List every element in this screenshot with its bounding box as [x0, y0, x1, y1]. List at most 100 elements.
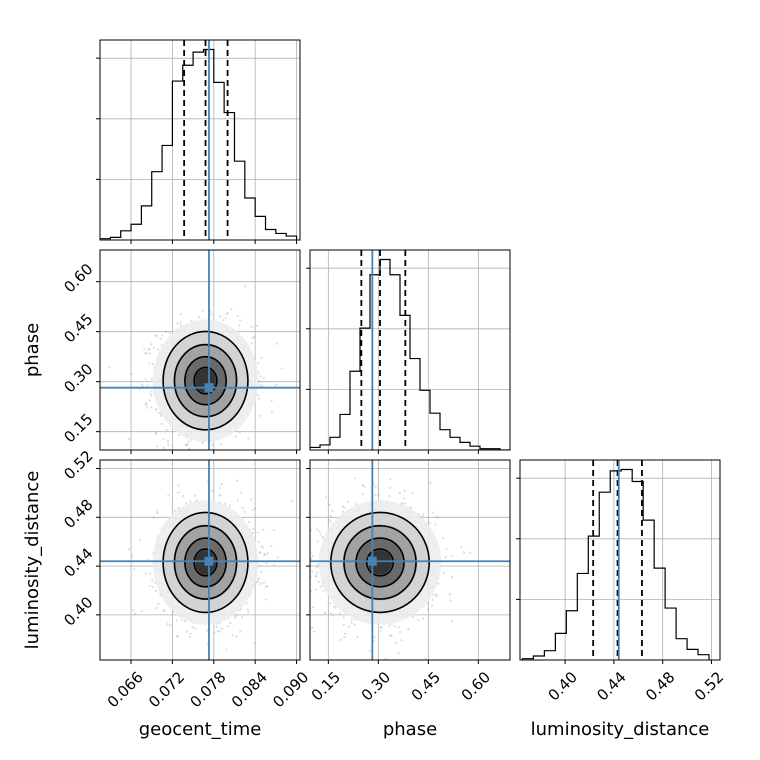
sample-point — [238, 324, 241, 327]
x-tick-label: 0.40 — [545, 668, 581, 704]
sample-point — [185, 443, 188, 446]
sample-point — [168, 624, 172, 627]
sample-point — [201, 442, 204, 445]
sample-point — [150, 406, 153, 409]
sample-point — [297, 526, 299, 528]
sample-point — [236, 499, 239, 502]
sample-point — [331, 509, 334, 512]
sample-point — [328, 503, 331, 506]
sample-point — [253, 335, 256, 339]
sample-point — [257, 371, 260, 374]
hist-bin — [224, 113, 234, 240]
sample-point — [258, 551, 261, 554]
sample-point — [343, 506, 346, 509]
sample-point — [243, 284, 246, 288]
sample-point — [426, 608, 429, 611]
hist-bin — [440, 430, 450, 450]
sample-point — [228, 504, 232, 507]
sample-point — [156, 509, 159, 512]
panel-geocent_time-luminosity_distance-frame — [99, 459, 301, 661]
hist-bin — [665, 608, 676, 660]
sample-point — [144, 378, 147, 381]
sample-point — [246, 608, 249, 611]
sample-point — [183, 620, 186, 623]
sample-point — [333, 605, 336, 608]
sample-point — [279, 603, 281, 605]
sample-point — [350, 618, 353, 621]
sample-point — [222, 319, 225, 322]
hist-luminosity_distance — [520, 460, 720, 660]
sample-point — [311, 605, 315, 609]
hist-bin — [131, 224, 141, 240]
sample-point — [324, 496, 328, 499]
sample-point — [322, 589, 325, 592]
sample-point — [128, 548, 131, 551]
hist-bin — [234, 161, 244, 240]
sample-point — [448, 593, 452, 596]
hist-bin — [566, 611, 577, 660]
sample-point — [260, 570, 263, 573]
x-tick-label: 0.45 — [408, 668, 444, 704]
sample-point — [263, 553, 267, 557]
sample-point — [256, 394, 260, 397]
sample-point — [259, 582, 262, 585]
sample-point — [155, 335, 158, 338]
sample-point — [329, 612, 332, 615]
sample-point — [435, 515, 438, 518]
sample-point — [263, 553, 266, 556]
hist-bin — [266, 229, 276, 240]
sample-point — [252, 527, 255, 530]
sample-point — [168, 331, 171, 334]
sample-point — [145, 351, 148, 354]
sample-point — [218, 630, 221, 633]
sample-point — [224, 316, 227, 320]
sample-point — [149, 572, 152, 575]
sample-point — [261, 546, 264, 549]
sample-point — [435, 594, 438, 597]
sample-point — [255, 324, 258, 327]
sample-point — [218, 315, 222, 318]
sample-point — [152, 516, 156, 519]
sample-point — [138, 539, 141, 542]
sample-point — [380, 626, 383, 629]
panel-phase-luminosity_distance — [279, 460, 510, 660]
sample-point — [270, 399, 273, 402]
sample-point — [133, 568, 136, 571]
hist-bin — [643, 520, 654, 660]
sample-point — [272, 563, 276, 566]
sample-point — [190, 319, 193, 322]
sample-point — [290, 500, 293, 503]
x-axis-label-phase: phase — [383, 719, 437, 740]
sample-point — [247, 520, 251, 523]
sample-point — [179, 324, 182, 327]
sample-point — [389, 634, 392, 637]
sample-point — [275, 383, 278, 386]
sample-point — [152, 346, 155, 349]
sample-point — [187, 447, 191, 450]
y-tick-label: 0.48 — [60, 496, 96, 532]
sample-point — [399, 631, 402, 634]
contour-line — [173, 343, 238, 418]
sample-point — [407, 628, 410, 631]
sample-point — [205, 455, 207, 457]
sample-point — [240, 491, 243, 494]
sample-point — [162, 446, 166, 450]
sample-point — [239, 319, 242, 322]
sample-point — [424, 657, 427, 660]
sample-point — [429, 481, 432, 485]
sample-point — [150, 394, 153, 397]
sample-point — [431, 598, 434, 601]
sample-point — [251, 337, 254, 340]
sample-point — [306, 557, 308, 559]
sample-point — [315, 571, 318, 574]
sample-point — [220, 443, 223, 446]
sample-point — [428, 522, 431, 525]
sample-point — [422, 513, 425, 516]
sample-point — [260, 356, 263, 359]
sample-point — [185, 630, 189, 633]
sample-point — [189, 632, 192, 635]
sample-point — [379, 626, 383, 629]
sample-point — [155, 589, 158, 592]
hist-bin — [340, 414, 350, 450]
